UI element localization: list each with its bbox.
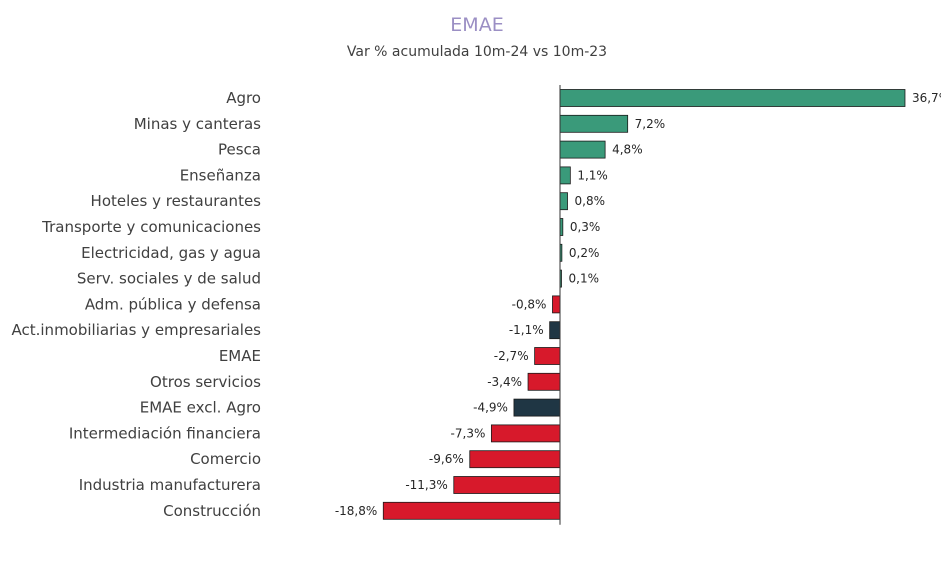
data-label: 0,8% bbox=[575, 194, 606, 208]
category-label: Industria manufacturera bbox=[79, 476, 261, 494]
category-label: Comercio bbox=[190, 450, 261, 468]
data-label: -3,4% bbox=[487, 375, 522, 389]
bar bbox=[559, 140, 606, 159]
bar bbox=[559, 89, 906, 107]
category-label: Enseñanza bbox=[180, 166, 261, 184]
category-label: EMAE bbox=[219, 347, 261, 365]
data-label: 0,2% bbox=[569, 246, 600, 260]
data-label: -2,7% bbox=[494, 349, 529, 363]
bar bbox=[469, 450, 561, 469]
category-label: EMAE excl. Agro bbox=[140, 399, 261, 417]
data-label: 7,2% bbox=[635, 117, 666, 131]
data-label: -11,3% bbox=[405, 478, 447, 492]
bar bbox=[513, 398, 561, 417]
category-label: Transporte y comunicaciones bbox=[41, 218, 261, 236]
category-label: Act.inmobiliarias y empresariales bbox=[12, 321, 262, 339]
category-label: Minas y canteras bbox=[134, 115, 261, 133]
data-label: -9,6% bbox=[429, 452, 464, 466]
chart-title: EMAE bbox=[450, 14, 504, 36]
category-label: Adm. pública y defensa bbox=[85, 295, 261, 313]
data-label: -7,3% bbox=[451, 426, 486, 440]
category-label: Electricidad, gas y agua bbox=[81, 244, 261, 262]
bar bbox=[559, 166, 571, 185]
bar bbox=[559, 192, 568, 211]
bar bbox=[559, 114, 629, 133]
category-label: Serv. sociales y de salud bbox=[77, 270, 261, 288]
category-label: Pesca bbox=[218, 141, 261, 159]
data-label: 0,3% bbox=[570, 220, 601, 234]
bar bbox=[382, 501, 561, 520]
bar bbox=[490, 424, 561, 443]
chart-subtitle: Var % acumulada 10m-24 vs 10m-23 bbox=[346, 44, 608, 60]
category-label: Hoteles y restaurantes bbox=[91, 192, 262, 210]
category-label: Intermediación financiera bbox=[69, 424, 261, 442]
bar bbox=[527, 372, 561, 391]
data-label: 0,1% bbox=[569, 272, 600, 286]
data-label: -18,8% bbox=[335, 504, 377, 518]
data-label: 4,8% bbox=[612, 143, 643, 157]
category-label: Construcción bbox=[163, 502, 261, 520]
data-label: 1,1% bbox=[577, 168, 608, 182]
category-label: Agro bbox=[226, 89, 261, 107]
data-label: -1,1% bbox=[509, 323, 544, 337]
data-label: -0,8% bbox=[512, 297, 547, 311]
data-label: 36,7% bbox=[912, 91, 941, 105]
bar bbox=[534, 347, 561, 365]
data-label: -4,9% bbox=[473, 401, 508, 415]
bar bbox=[453, 476, 561, 494]
category-label: Otros servicios bbox=[150, 373, 261, 391]
bar bbox=[552, 295, 561, 314]
bar bbox=[549, 321, 561, 340]
